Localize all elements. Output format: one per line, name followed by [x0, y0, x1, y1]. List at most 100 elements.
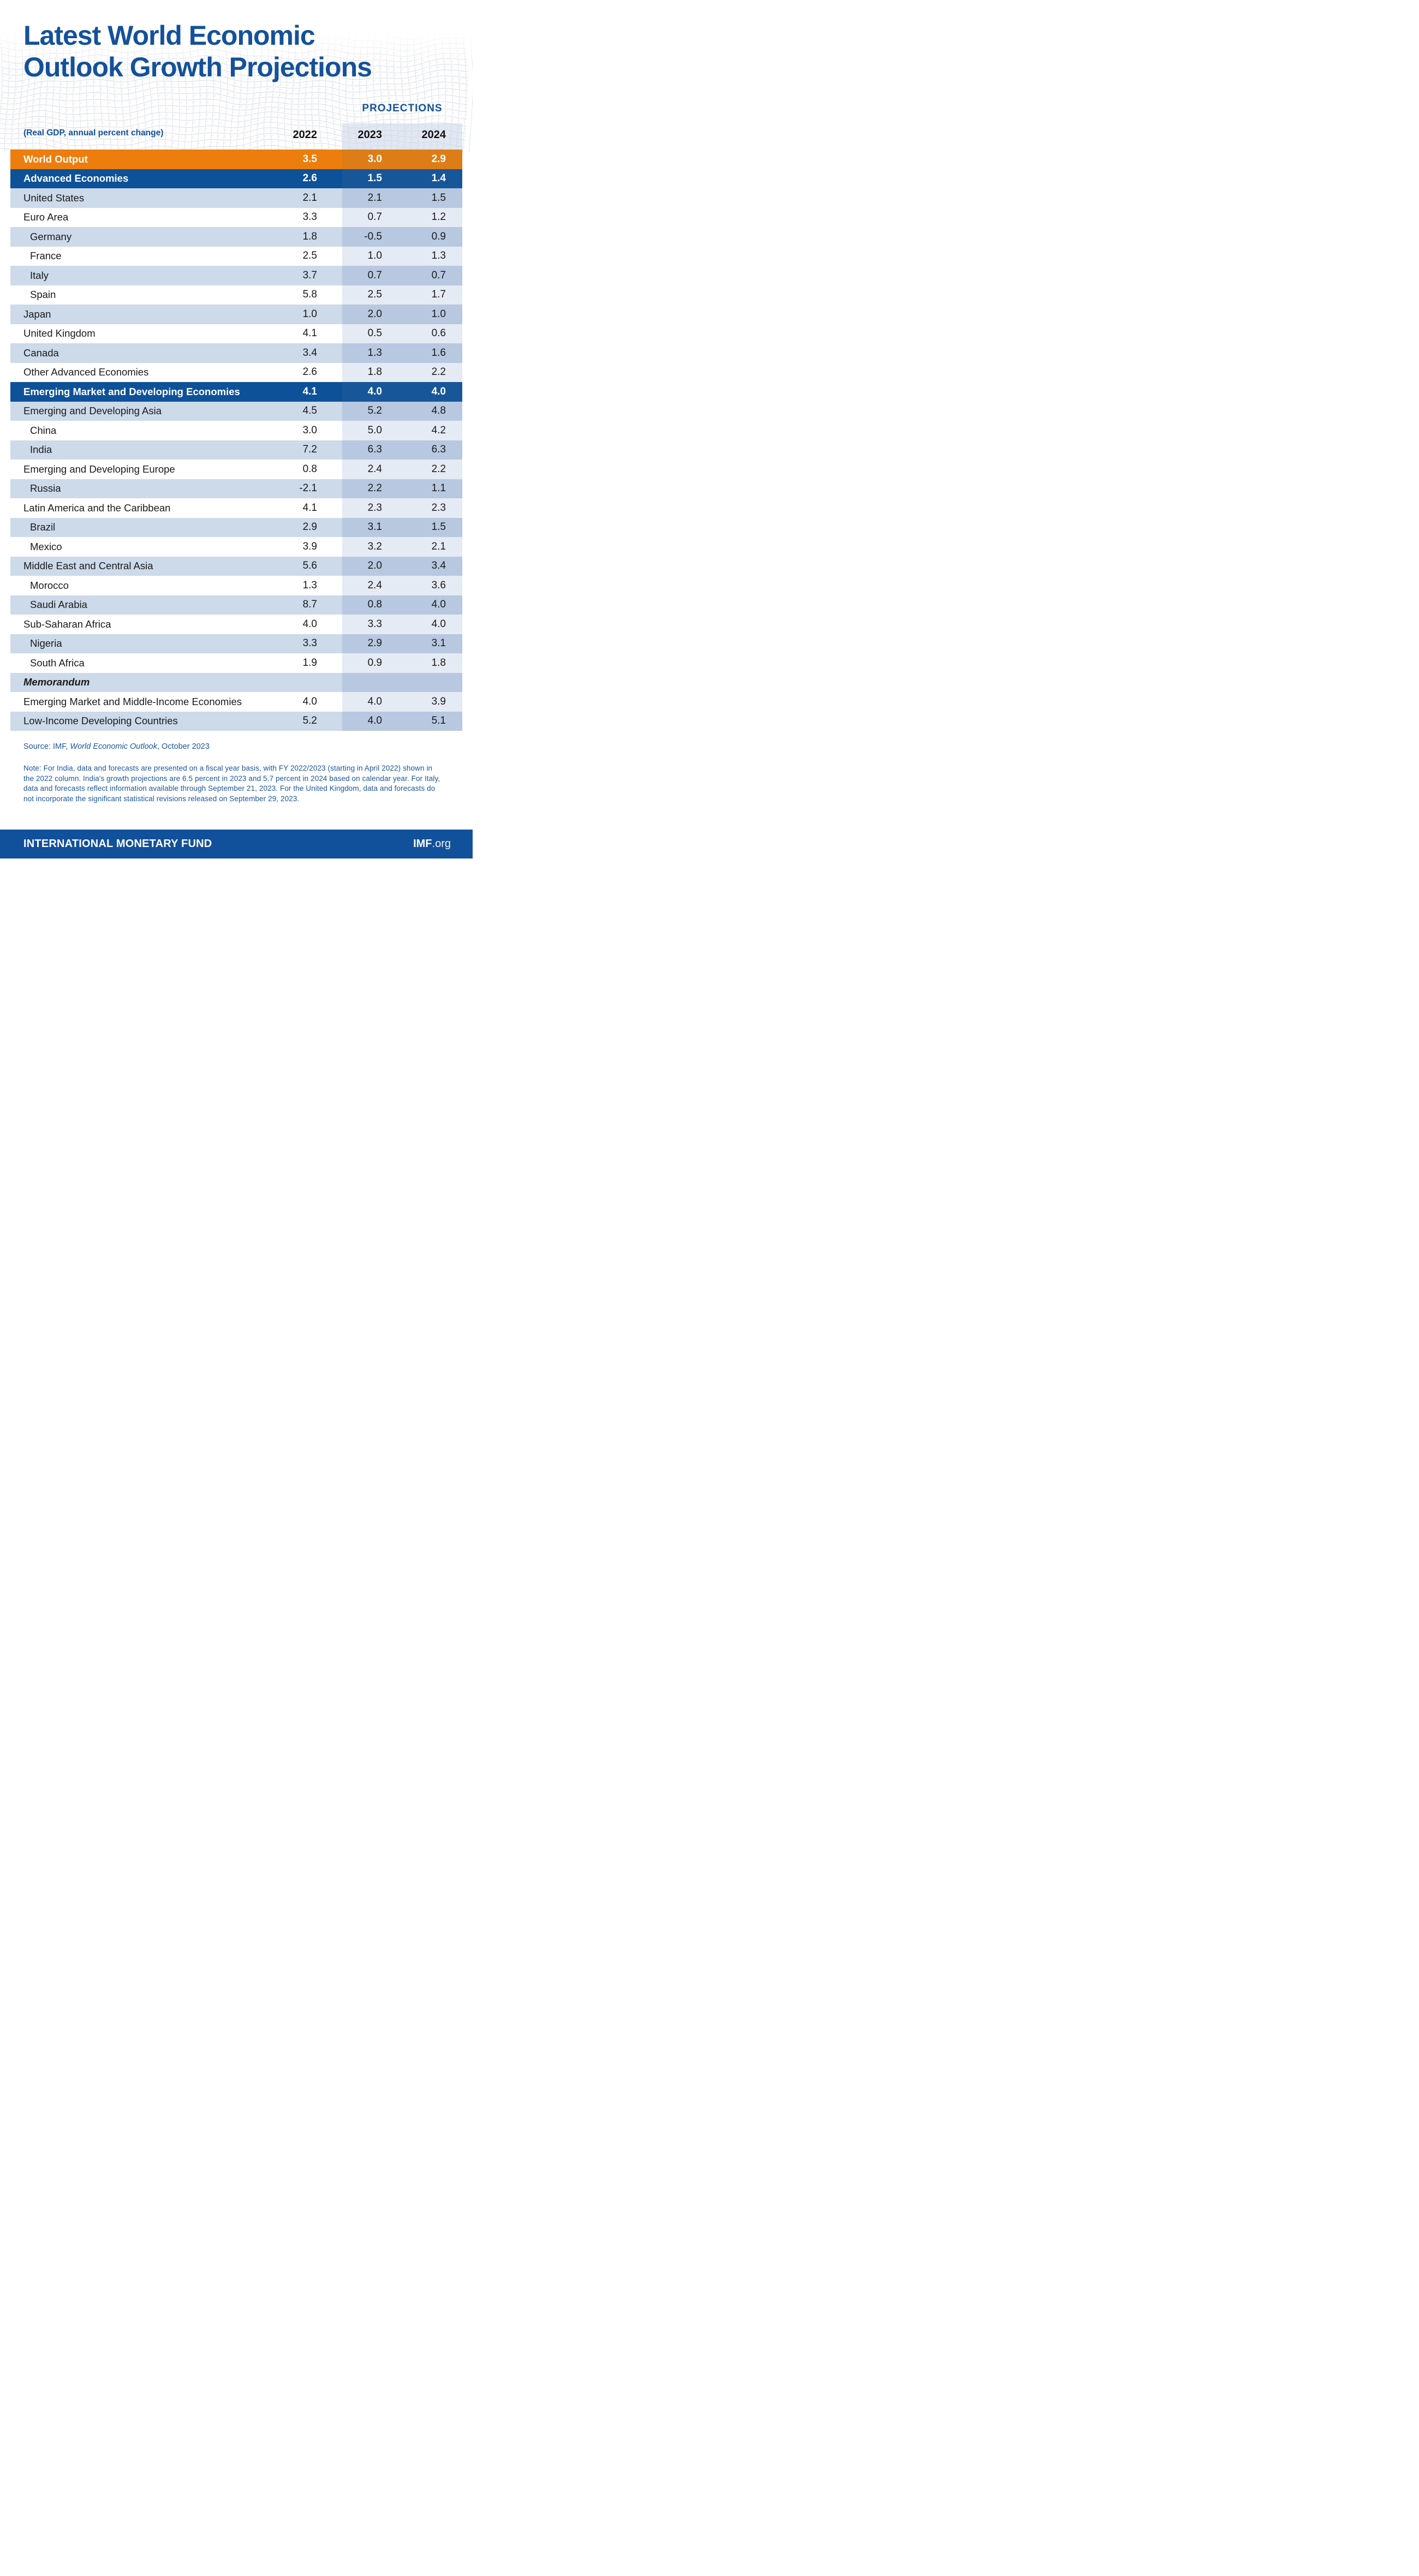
projection-columns-shading	[342, 460, 462, 479]
value-2024: 0.7	[431, 269, 446, 281]
value-2024: 2.2	[431, 366, 446, 378]
value-2023: 3.1	[367, 521, 382, 533]
projection-columns-shading	[342, 285, 462, 305]
row-label: Middle East and Central Asia	[23, 560, 153, 572]
value-2023: 5.2	[367, 405, 382, 417]
projection-columns-shading	[342, 711, 462, 731]
table-row: Spain 5.8 2.5 1.7	[10, 285, 462, 305]
projection-columns-shading	[342, 150, 462, 169]
table-row: Low-Income Developing Countries 5.2 4.0 5.1	[10, 711, 462, 731]
projection-columns-shading	[342, 266, 462, 285]
row-label: Japan	[23, 308, 51, 320]
row-label: Other Advanced Economies	[23, 366, 149, 378]
value-2022: 4.1	[302, 385, 317, 397]
row-label: Russia	[30, 482, 61, 494]
table-row: Canada 3.4 1.3 1.6	[10, 343, 462, 363]
value-2023: 0.7	[367, 211, 382, 223]
table-row: India 7.2 6.3 6.3	[10, 440, 462, 460]
value-2022: 5.2	[302, 715, 317, 727]
value-2022: 5.6	[302, 560, 317, 572]
table-row: South Africa 1.9 0.9 1.8	[10, 653, 462, 673]
projection-columns-shading	[342, 692, 462, 712]
value-2023: 4.0	[367, 385, 382, 397]
value-2024: 1.3	[431, 250, 446, 262]
value-2023: 2.5	[367, 289, 382, 301]
projection-columns-shading	[342, 498, 462, 518]
value-2024: 4.0	[431, 618, 446, 630]
value-2023: 3.0	[367, 153, 382, 165]
value-2022: 1.0	[302, 308, 317, 320]
row-label: Low-Income Developing Countries	[23, 715, 178, 727]
table-row: Middle East and Central Asia 5.6 2.0 3.4	[10, 556, 462, 576]
projection-columns-shading	[342, 556, 462, 576]
table-row: France 2.5 1.0 1.3	[10, 246, 462, 266]
imf-growth-projections-infographic: Latest World Economic Outlook Growth Pro…	[0, 0, 473, 858]
row-label: India	[30, 444, 52, 456]
row-label: Emerging Market and Middle-Income Econom…	[23, 695, 242, 707]
value-2023: 2.0	[367, 560, 382, 572]
table-header-row: 2022 2023 2024	[10, 123, 462, 150]
projection-columns-shading	[342, 207, 462, 227]
row-label: Memorandum	[23, 676, 90, 688]
value-2024: 2.1	[431, 540, 446, 552]
footer-org-name: INTERNATIONAL MONETARY FUND	[23, 838, 212, 850]
table-row: Brazil 2.9 3.1 1.5	[10, 517, 462, 537]
value-2023: 2.3	[367, 502, 382, 514]
projection-columns-shading	[342, 382, 462, 402]
value-2023: 2.0	[367, 308, 382, 320]
projection-columns-shading	[342, 537, 462, 557]
value-2024: 2.9	[431, 153, 446, 165]
value-2022: 4.0	[302, 618, 317, 630]
value-2022: 2.9	[302, 521, 317, 533]
table-row: Emerging Market and Developing Economies…	[10, 382, 462, 402]
value-2022: 8.7	[302, 599, 317, 611]
row-label: United Kingdom	[23, 327, 96, 339]
table-row: Germany 1.8 -0.5 0.9	[10, 227, 462, 247]
wireframe-terrain-background	[0, 31, 473, 152]
value-2023: 1.8	[367, 366, 382, 378]
value-2022: 3.5	[302, 153, 317, 165]
value-2023: 4.0	[367, 715, 382, 727]
projection-columns-shading	[342, 440, 462, 460]
table-row: World Output 3.5 3.0 2.9	[10, 150, 462, 169]
table-row: Nigeria 3.3 2.9 3.1	[10, 634, 462, 653]
value-2023: 1.5	[367, 172, 382, 184]
value-2022: 1.8	[302, 230, 317, 242]
projection-columns-shading	[342, 246, 462, 266]
value-2023: 1.0	[367, 250, 382, 262]
value-2024: 0.9	[431, 230, 446, 242]
row-label: Mexico	[30, 540, 62, 552]
row-label: Latin America and the Caribbean	[23, 502, 171, 514]
table-row: Mexico 3.9 3.2 2.1	[10, 537, 462, 557]
row-label: Italy	[30, 269, 49, 281]
table-row: United States 2.1 2.1 1.5	[10, 188, 462, 208]
value-2024: 6.3	[431, 444, 446, 456]
value-2024: 4.0	[431, 599, 446, 611]
value-2024: 1.7	[431, 289, 446, 301]
row-label: Emerging and Developing Europe	[23, 463, 175, 475]
row-label: Canada	[23, 347, 59, 359]
table-row: Sub-Saharan Africa 4.0 3.3 4.0	[10, 615, 462, 634]
table-row: Emerging and Developing Asia 4.5 5.2 4.8	[10, 401, 462, 421]
value-2022: 3.0	[302, 424, 317, 436]
footer-site-org: .org	[432, 838, 451, 850]
projection-columns-shading	[342, 324, 462, 343]
value-2024: 1.2	[431, 211, 446, 223]
value-2023: 1.3	[367, 347, 382, 359]
value-2022: 5.8	[302, 289, 317, 301]
value-2024: 2.3	[431, 502, 446, 514]
row-label: United States	[23, 192, 85, 204]
table-row: Euro Area 3.3 0.7 1.2	[10, 207, 462, 227]
table-row: Saudi Arabia 8.7 0.8 4.0	[10, 595, 462, 615]
value-2023: 0.9	[367, 657, 382, 669]
value-2022: 2.6	[302, 366, 317, 378]
value-2024: 0.6	[431, 327, 446, 339]
projection-columns-shading	[342, 227, 462, 247]
value-2023: 5.0	[367, 424, 382, 436]
value-2023: 2.4	[367, 579, 382, 591]
table-row: Italy 3.7 0.7 0.7	[10, 266, 462, 285]
value-2024: 3.6	[431, 579, 446, 591]
column-header-2023: 2023	[357, 128, 383, 141]
source-line: Source: IMF, World Economic Outlook, Oct…	[23, 742, 210, 751]
footer-site-link[interactable]: IMF.org	[413, 838, 451, 850]
